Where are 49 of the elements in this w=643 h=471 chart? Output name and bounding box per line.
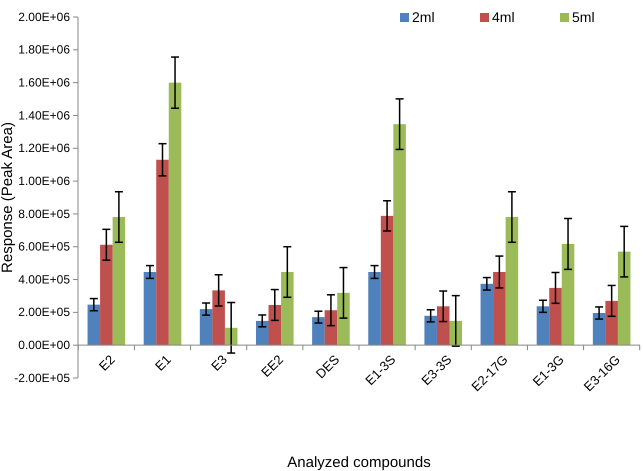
y-tick-label: 1.40E+06 — [18, 108, 70, 122]
y-tick-label: 8.00E+05 — [18, 206, 70, 221]
bar — [268, 304, 282, 346]
bar — [156, 160, 169, 346]
y-tick-label: 1.60E+06 — [18, 75, 70, 90]
legend-label: 5ml — [572, 8, 595, 25]
y-tick-label: 2.00E+06 — [18, 10, 70, 24]
bar — [112, 217, 126, 346]
bar — [312, 317, 325, 346]
bar — [493, 272, 506, 346]
y-tick-label: 1.00E+06 — [18, 174, 70, 188]
bar — [549, 288, 562, 346]
legend-label: 2ml — [412, 8, 435, 25]
bar — [380, 216, 394, 346]
y-tick-label: -2.00E+05 — [14, 370, 70, 385]
bar — [436, 306, 450, 346]
bar — [536, 306, 550, 346]
bar — [618, 252, 630, 346]
x-axis-title: Analyzed compounds — [287, 454, 431, 471]
bar — [100, 244, 113, 346]
y-tick-label: 2.00E+05 — [18, 305, 70, 320]
legend-label: 4ml — [492, 8, 515, 25]
bar — [324, 310, 338, 346]
bar — [506, 217, 518, 346]
bar — [256, 320, 269, 346]
x-tick-label: E2 — [96, 352, 118, 374]
bar — [368, 272, 381, 346]
y-tick-label: 0.00E+00 — [18, 338, 70, 352]
bar — [200, 309, 212, 346]
bar — [605, 300, 618, 346]
y-tick-label: 4.00E+05 — [18, 272, 70, 286]
x-tick-label: EE2 — [258, 352, 286, 380]
bar — [281, 272, 294, 346]
bar — [480, 284, 494, 346]
y-tick-label: 6.00E+05 — [18, 240, 70, 254]
bar — [168, 82, 182, 346]
y-axis-title: Response (Peak Area) — [0, 122, 16, 273]
bar — [424, 316, 437, 346]
bar — [592, 313, 606, 346]
bar — [393, 124, 406, 346]
y-tick-label: 1.80E+06 — [18, 42, 70, 57]
bar — [337, 292, 350, 346]
bar — [88, 304, 100, 346]
bar — [212, 290, 225, 346]
bar — [144, 272, 156, 346]
y-tick-label: 1.20E+06 — [18, 141, 70, 156]
x-tick-label: E3 — [208, 352, 230, 374]
x-tick-label: E1 — [152, 352, 174, 374]
bar — [562, 244, 574, 346]
